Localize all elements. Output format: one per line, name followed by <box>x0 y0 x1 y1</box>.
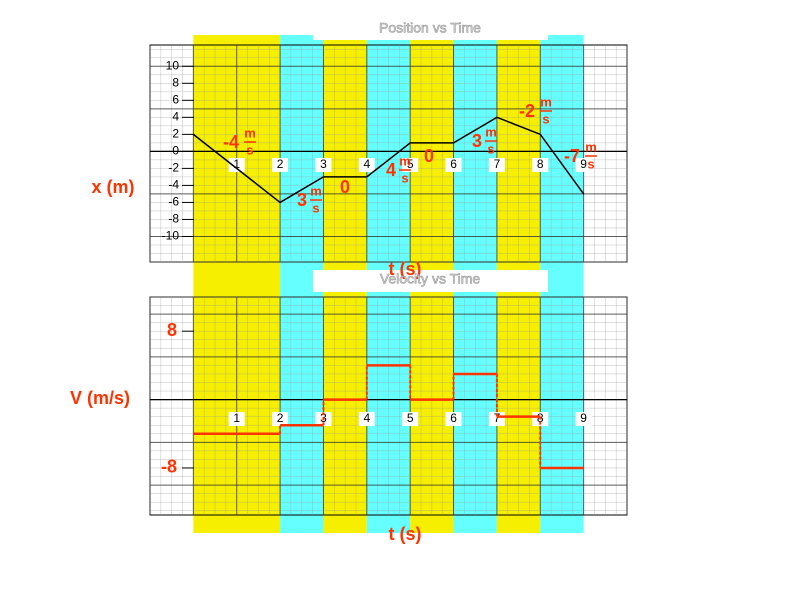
x-tick-label: 3 <box>320 157 327 171</box>
y-tick-label: 8 <box>172 75 179 89</box>
slope-unit: m <box>485 124 497 139</box>
y-tick-label: -6 <box>168 195 179 209</box>
x-tick-box <box>575 158 592 172</box>
slope-value: 0 <box>340 177 350 197</box>
slope-per: s <box>587 156 594 171</box>
x-tick-box <box>272 412 289 426</box>
grid <box>149 296 628 516</box>
x-tick-label: 1 <box>233 157 240 171</box>
x-axis-label: t (s) <box>389 259 422 279</box>
x-tick-box <box>402 412 419 426</box>
title-box <box>313 270 548 292</box>
title-box <box>313 20 548 40</box>
x-tick-label: 2 <box>277 157 284 171</box>
x-tick-label: 6 <box>450 411 457 425</box>
slope-unit: m <box>310 183 322 198</box>
y-tick-label: 8 <box>167 320 177 340</box>
y-axis-label: x (m) <box>91 177 134 197</box>
y-axis-label: V (m/s) <box>70 388 130 408</box>
y-tick-label: -4 <box>168 178 179 192</box>
slope-per: s <box>246 142 253 157</box>
x-axis-label: t (s) <box>389 524 422 544</box>
slope-per: s <box>542 111 549 126</box>
slope-unit: m <box>540 94 552 109</box>
y-tick-label: 2 <box>172 127 179 141</box>
x-tick-box <box>445 158 462 172</box>
y-tick-label: 10 <box>166 58 180 72</box>
x-tick-box <box>402 158 419 172</box>
x-tick-box <box>358 412 375 426</box>
x-tick-box <box>358 158 375 172</box>
x-tick-label: 4 <box>363 411 370 425</box>
x-tick-box <box>228 412 245 426</box>
slope-value: 0 <box>424 146 434 166</box>
slope-unit: m <box>585 139 597 154</box>
slope-per: s <box>401 170 408 185</box>
x-tick-label: 6 <box>450 157 457 171</box>
x-tick-label: 5 <box>407 411 414 425</box>
slope-unit: m <box>244 125 256 140</box>
y-tick-label: -2 <box>168 161 179 175</box>
slope-per: s <box>487 141 494 156</box>
slope-value: 4 <box>386 160 396 180</box>
x-tick-box <box>445 412 462 426</box>
x-tick-box <box>315 158 332 172</box>
y-tick-label: 0 <box>172 144 179 158</box>
x-tick-label: 5 <box>407 157 414 171</box>
chart-title: Velocity vs Time <box>380 271 481 287</box>
x-tick-box <box>272 158 289 172</box>
x-tick-label: 9 <box>580 411 587 425</box>
y-tick-label: -8 <box>168 212 179 226</box>
x-tick-label: 7 <box>494 411 501 425</box>
y-tick-label: 4 <box>172 110 179 124</box>
x-tick-box <box>228 158 245 172</box>
x-tick-box <box>532 158 549 172</box>
y-tick-label: -10 <box>162 229 180 243</box>
slope-value: 3 <box>297 190 307 210</box>
slope-value: 3 <box>472 131 482 151</box>
x-tick-box <box>488 158 505 172</box>
x-tick-label: 2 <box>277 411 284 425</box>
x-tick-label: 1 <box>233 411 240 425</box>
slope-value: -7 <box>564 146 580 166</box>
x-tick-box <box>575 412 592 426</box>
slope-unit: m <box>399 153 411 168</box>
slope-per: s <box>312 200 319 215</box>
x-tick-label: 8 <box>537 157 544 171</box>
x-tick-label: 4 <box>363 157 370 171</box>
chart-title: Position vs Time <box>379 20 481 36</box>
position-line <box>192 116 585 204</box>
slope-value: -4 <box>223 132 239 152</box>
x-tick-label: 9 <box>580 157 587 171</box>
slope-value: -2 <box>519 101 535 121</box>
y-tick-label: -8 <box>161 457 177 477</box>
y-tick-label: 6 <box>172 92 179 106</box>
x-tick-label: 7 <box>494 157 501 171</box>
